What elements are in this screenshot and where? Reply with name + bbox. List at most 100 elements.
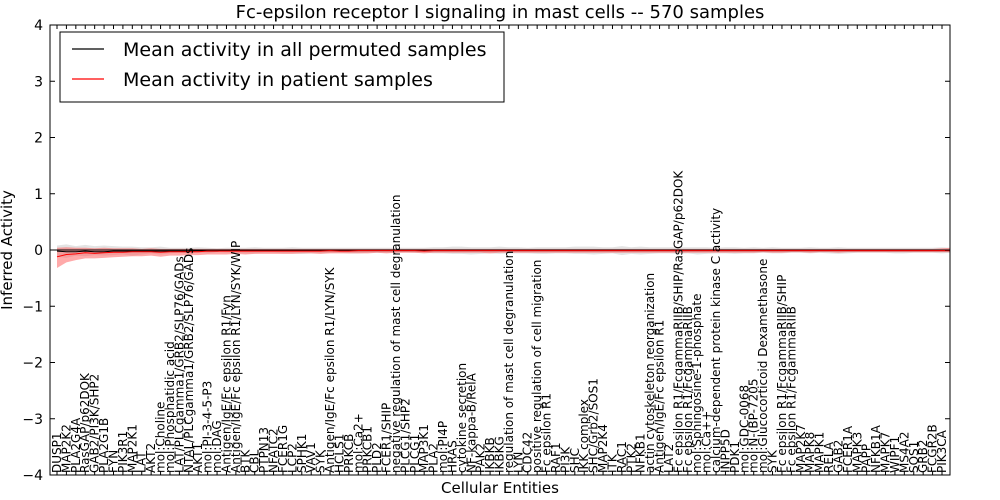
x-tick-label: DUSP1 xyxy=(50,432,64,473)
x-tick-label: mol:N-(BP-7205 xyxy=(747,379,761,473)
x-tick-label: positive regulation of cell migration xyxy=(530,260,544,473)
x-tick-label: PDK1 xyxy=(728,441,742,473)
x-tick-label: SOS1 xyxy=(907,441,921,473)
x-tick-label: mol:Glucocorticoid Dexamethasone xyxy=(756,259,770,473)
x-tick-label: IKBKG xyxy=(493,436,507,473)
x-tick-label: PLD2 xyxy=(370,442,384,473)
x-tick-label: mol:Phosphatidic acid xyxy=(163,341,177,473)
x-tick-label: VAV1 xyxy=(304,442,318,473)
x-tick-label: PAK2 xyxy=(474,443,488,473)
x-tick-label: Fc epsilon R1 xyxy=(540,393,554,473)
x-tick-label: mol:Sphingosine-1-phosphate xyxy=(690,294,704,474)
legend-label-permuted: Mean activity in all permuted samples xyxy=(123,39,486,61)
x-tick-label: CBL xyxy=(248,449,262,473)
x-tick-label: MS4A2 xyxy=(897,432,911,473)
x-tick-label: LAT/PLCgamma1/GRB2/SLP76/GADs xyxy=(172,256,186,473)
y-tick-label: 3 xyxy=(34,74,43,90)
y-tick-label: 2 xyxy=(34,131,43,147)
x-tick-label: mol:DAG xyxy=(210,420,224,473)
x-tick-label: NF-kappa-B/RelA xyxy=(464,372,478,473)
x-tick-label: MAP2K1 xyxy=(125,424,139,473)
x-tick-label: AKT1 xyxy=(191,443,205,473)
chart-title: Fc-epsilon receptor I signaling in mast … xyxy=(236,2,765,23)
x-tick-label: FCER1G xyxy=(276,425,290,473)
x-tick-label: Fc epsilon R1/FcgammaRIIB/SHIP xyxy=(775,275,789,473)
y-tick-label: −1 xyxy=(22,299,43,315)
x-tick-label: NFKB1 xyxy=(634,433,648,473)
x-tick-label: FCGR2B xyxy=(926,424,940,473)
x-tick-label: GRB2 xyxy=(916,439,930,473)
y-axis-ticks: −4 −3 −2 −1 0 1 2 3 4 xyxy=(22,18,950,484)
x-tick-label: PTPN13 xyxy=(257,427,271,473)
x-axis-ticks xyxy=(56,25,943,475)
x-tick-label: AKT2 xyxy=(144,443,158,473)
x-tick-label: IKBKB xyxy=(483,437,497,473)
series-lines xyxy=(50,249,950,258)
x-tick-label: mol:Choline xyxy=(154,402,168,473)
x-tick-label: Antigen/IgE/Fc epsilon R1 xyxy=(653,320,667,473)
x-tick-label: SYK xyxy=(314,449,328,473)
x-tick-label: MAP2K7 xyxy=(794,424,808,473)
spread-bands xyxy=(57,244,950,268)
x-tick-label: PTK2 xyxy=(624,443,638,473)
x-tick-label: Antigen/IgE/Fc epsilon R1/LYN/SYK xyxy=(323,266,337,473)
x-tick-label: HRAS xyxy=(445,440,459,473)
x-tick-label: PIK3CA xyxy=(935,429,949,473)
x-tick-label: mol:PI4P xyxy=(436,421,450,473)
x-tick-label: NFATC2 xyxy=(267,428,281,473)
x-tick-label: PRKCB xyxy=(342,434,356,473)
x-tick-label: PLA2G4A xyxy=(69,417,83,473)
x-tick-label: LYN xyxy=(511,452,525,473)
x-tick-label: calcium-dependent protein kinase C activ… xyxy=(709,208,723,473)
x-tick-label: FCER1/SHIP xyxy=(380,403,394,473)
legend: Mean activity in all permuted samples Me… xyxy=(59,31,505,103)
x-tick-label: MAPK1 xyxy=(813,432,827,473)
x-tick-label: SPHK1 xyxy=(295,434,309,473)
x-tick-label: SHC xyxy=(568,448,582,473)
x-tick-label: MAPK8 xyxy=(803,432,817,473)
x-tick-label: BTK xyxy=(238,448,252,473)
x-tick-label: mol:Ca2+ xyxy=(351,413,365,473)
x-tick-label: Antigen/IgE/Fc epsilon R1/LYN/SYK/WIP xyxy=(229,241,243,473)
plot-frame xyxy=(49,24,951,476)
x-tick-label: NTAL/PLCgamma1/GRB2/SLP76/GADs xyxy=(182,248,196,473)
x-axis-label: Cellular Entities xyxy=(441,479,559,497)
x-tick-label: NFKB1A xyxy=(869,424,883,473)
x-tick-label: Fc epsilon R1/FcgammaRIIB xyxy=(784,306,798,473)
x-tick-label: Fc epsilon R1/FcgammaRIIB xyxy=(681,306,695,473)
x-tick-label: RAF1 xyxy=(549,442,563,473)
x-tick-label: PIK3R1 xyxy=(116,431,130,473)
x-tick-label: LAT2 xyxy=(662,444,676,473)
x-tick-label: PLCG1 xyxy=(408,434,422,473)
y-axis-label: Inferred Activity xyxy=(0,190,16,310)
x-tick-label: MAP2K4 xyxy=(596,424,610,473)
x-tick-label: mol:PI-3-4-5-P3 xyxy=(201,381,215,473)
x-tick-label: FYN xyxy=(107,450,121,473)
x-tick-label: PLCG1/SHP2 xyxy=(398,398,412,473)
x-tick-label: negative regulation of mast cell degranu… xyxy=(389,194,403,473)
x-tick-labels: DUSP1MAP2K2PLA2G4ARasGAP/p62DOKGAB2/PI3K… xyxy=(50,170,949,473)
y-tick-label: −4 xyxy=(22,468,43,484)
x-tick-label: LAT xyxy=(135,451,149,473)
x-tick-label: IKK complex xyxy=(577,399,591,473)
x-tick-label: WIPF1 xyxy=(888,436,902,473)
y-tick-label: 1 xyxy=(34,187,43,203)
x-tick-label: RAC1 xyxy=(615,441,629,473)
x-tick-label: cytokine secretion xyxy=(455,363,469,473)
y-tick-label: 4 xyxy=(34,18,43,34)
x-tick-label: GAB2/PI3K/SHP2 xyxy=(88,374,102,473)
x-tick-label: LCP2 xyxy=(285,443,299,473)
x-tick-label: PRKCB1 xyxy=(361,426,375,473)
x-tick-label: Antigen/IgE/Fc epsilon R1/Fyn xyxy=(220,295,234,473)
x-tick-label: MAPK7 xyxy=(879,432,893,473)
x-tick-label: RasGAP/p62DOK xyxy=(78,372,92,473)
x-tick-label: INPP5D xyxy=(719,429,733,473)
x-tick-label: CDC42 xyxy=(521,432,535,473)
y-tick-label: −2 xyxy=(22,356,43,372)
x-tick-label: actin cytoskeleton reorganization xyxy=(643,273,657,473)
series-line-patient xyxy=(56,250,950,258)
x-tick-label: PI3K xyxy=(558,446,572,473)
x-tick-label: mol:GDC-0068 xyxy=(737,385,751,473)
x-tick-label: MAP2K2 xyxy=(59,424,73,473)
